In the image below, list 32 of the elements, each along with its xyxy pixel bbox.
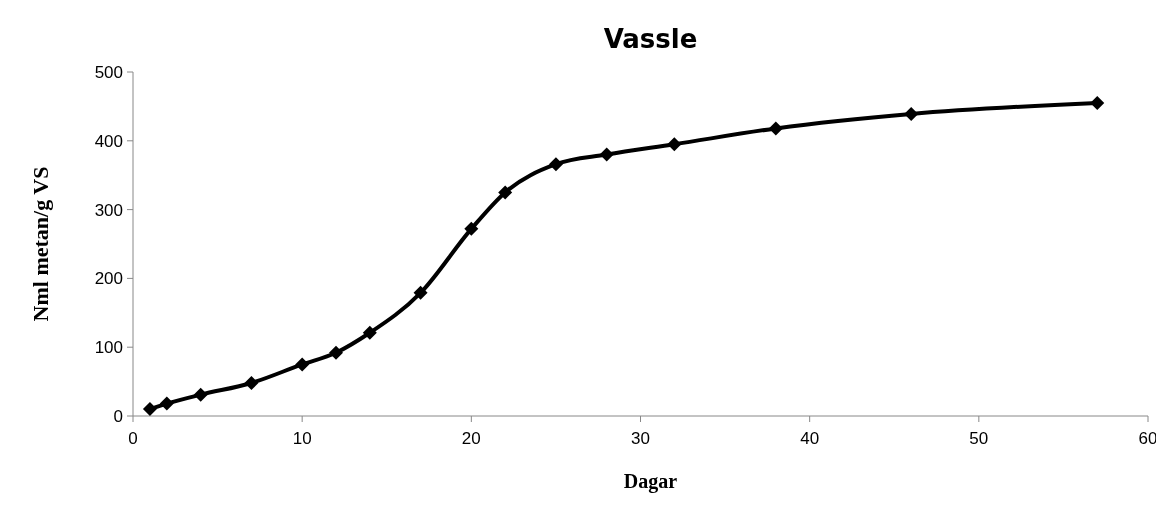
point bbox=[193, 387, 208, 402]
y-tick-label: 200 bbox=[94, 269, 123, 289]
y-axis-title: Nml metan/g VS bbox=[28, 166, 53, 322]
x-tick-label: 60 bbox=[1138, 429, 1156, 448]
x-tick-label: 40 bbox=[800, 429, 820, 448]
point bbox=[904, 106, 919, 121]
point bbox=[362, 325, 377, 340]
point bbox=[295, 357, 310, 372]
point bbox=[244, 375, 259, 390]
point bbox=[768, 121, 783, 136]
point bbox=[464, 221, 479, 236]
x-tick-label: 20 bbox=[461, 429, 481, 448]
x-tick-label: 10 bbox=[292, 429, 312, 448]
point bbox=[329, 345, 343, 360]
point bbox=[142, 402, 157, 417]
point bbox=[667, 137, 682, 152]
x-tick-label: 0 bbox=[128, 429, 138, 448]
y-tick-label: 0 bbox=[113, 406, 123, 426]
point bbox=[498, 185, 513, 200]
chart-title: Vassle bbox=[603, 24, 698, 54]
point bbox=[1090, 95, 1105, 110]
y-tick-label: 400 bbox=[94, 131, 123, 151]
point bbox=[548, 157, 563, 172]
point bbox=[413, 285, 428, 300]
y-tick-label: 100 bbox=[94, 338, 123, 358]
point bbox=[599, 147, 614, 162]
x-axis-title: Dagar bbox=[623, 470, 678, 493]
y-tick-label: 500 bbox=[94, 62, 123, 82]
point bbox=[159, 396, 174, 411]
y-tick-label: 300 bbox=[94, 200, 123, 220]
x-tick-label: 30 bbox=[631, 429, 650, 448]
x-tick-label: 50 bbox=[969, 429, 989, 448]
